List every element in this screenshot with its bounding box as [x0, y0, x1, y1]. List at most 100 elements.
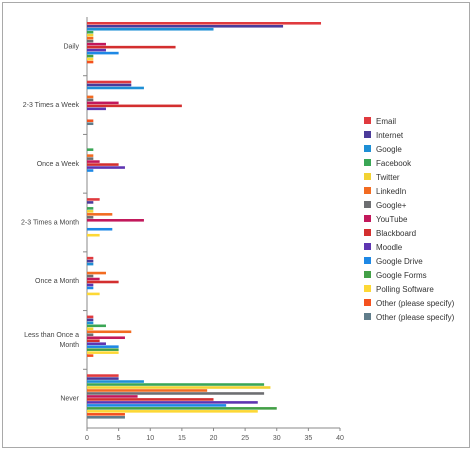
bar-google-daily — [87, 28, 214, 31]
bar-facebook-2-3-times-a-month — [87, 207, 93, 210]
legend-swatch-other-please-specify — [364, 313, 371, 320]
bar-blackboard-2-3-times-a-week — [87, 105, 182, 108]
category-label-never: Never — [60, 396, 79, 403]
bar-linkedin-never — [87, 389, 207, 392]
x-tick-label: 0 — [85, 435, 89, 442]
legend-label-email: Email — [376, 117, 396, 126]
bar-twitter-2-3-times-a-month — [87, 210, 93, 213]
bar-email-2-3-times-a-month — [87, 198, 100, 201]
bar-blackboard-daily — [87, 46, 176, 49]
bar-twitter-less-than-once-a-month — [87, 327, 93, 330]
bar-polling-software-less-than-once-a-month — [87, 351, 119, 354]
legend-swatch-youtube — [364, 215, 371, 222]
bar-other-please-specify-2-3-times-a-week — [87, 122, 93, 125]
category-label-once-a-month: Once a Month — [35, 278, 79, 285]
legend-swatch-facebook — [364, 159, 371, 166]
legend-label-google-forms: Google Forms — [376, 271, 427, 280]
bar-youtube-less-than-once-a-month — [87, 336, 125, 339]
category-label-once-a-week: Once a Week — [37, 161, 80, 168]
legend-swatch-google — [364, 201, 371, 208]
legend-label-other-please-specify: Other (please specify) — [376, 299, 455, 308]
legend-label-linkedin: LinkedIn — [376, 187, 406, 196]
bar-blackboard-once-a-month — [87, 281, 119, 284]
legend-label-google-drive: Google Drive — [376, 257, 423, 266]
bar-email-never — [87, 374, 119, 377]
bar-youtube-once-a-week — [87, 160, 100, 163]
legend-label-google: Google+ — [376, 201, 407, 210]
bar-google-drive-less-than-once-a-month — [87, 345, 119, 348]
bar-linkedin-less-than-once-a-month — [87, 330, 131, 333]
bar-moodle-never — [87, 401, 258, 404]
bar-google-never — [87, 380, 144, 383]
x-tick-label: 25 — [241, 435, 249, 442]
legend-label-twitter: Twitter — [376, 173, 400, 182]
legend-swatch-google-forms — [364, 271, 371, 278]
bar-polling-software-once-a-month — [87, 293, 100, 296]
bar-linkedin-daily — [87, 37, 93, 40]
bar-facebook-less-than-once-a-month — [87, 325, 106, 328]
x-tick-label: 40 — [336, 435, 344, 442]
bar-moodle-once-a-week — [87, 166, 125, 169]
bar-internet-daily — [87, 25, 283, 28]
bar-internet-never — [87, 377, 119, 380]
x-tick-label: 10 — [146, 435, 154, 442]
bar-youtube-2-3-times-a-month — [87, 219, 144, 222]
bar-google-2-3-times-a-week — [87, 87, 144, 90]
bar-youtube-never — [87, 395, 138, 398]
bar-linkedin-2-3-times-a-month — [87, 213, 112, 216]
bar-moodle-daily — [87, 49, 106, 52]
legend-swatch-google — [364, 145, 371, 152]
bar-internet-less-than-once-a-month — [87, 319, 93, 322]
bar-google-forms-never — [87, 407, 277, 410]
bar-internet-2-3-times-a-month — [87, 201, 93, 204]
bar-google-2-3-times-a-month — [87, 216, 93, 219]
bar-blackboard-less-than-once-a-month — [87, 339, 100, 342]
bar-google-once-a-month — [87, 275, 93, 278]
bar-google-less-than-once-a-month — [87, 322, 93, 325]
bar-google-forms-daily — [87, 55, 93, 58]
bar-google-never — [87, 392, 264, 395]
bar-email-daily — [87, 22, 321, 25]
bar-polling-software-never — [87, 410, 258, 413]
bar-google-once-a-month — [87, 263, 93, 266]
bar-google-drive-once-a-week — [87, 169, 93, 172]
bar-youtube-2-3-times-a-week — [87, 102, 119, 105]
bar-other-please-specify-less-than-once-a-month — [87, 354, 93, 357]
bar-linkedin-once-a-week — [87, 154, 93, 157]
bar-google-less-than-once-a-month — [87, 333, 93, 336]
x-tick-label: 30 — [273, 435, 281, 442]
legend-swatch-internet — [364, 131, 371, 138]
bar-email-2-3-times-a-week — [87, 81, 131, 84]
legend-swatch-polling-software — [364, 285, 371, 292]
legend-swatch-linkedin — [364, 187, 371, 194]
legend-label-youtube: YouTube — [376, 215, 408, 224]
x-tick-label: 35 — [304, 435, 312, 442]
bar-internet-once-a-month — [87, 260, 93, 263]
bar-polling-software-2-3-times-a-month — [87, 234, 100, 237]
grouped-horizontal-bar-chart: Daily 2-3 Times a Week Once a Week 2-3 Time… — [3, 3, 471, 449]
bar-linkedin-once-a-month — [87, 272, 106, 275]
bar-polling-software-daily — [87, 58, 93, 61]
legend-label-blackboard: Blackboard — [376, 229, 416, 238]
bar-twitter-never — [87, 386, 270, 389]
legend-swatch-email — [364, 117, 371, 124]
bar-blackboard-never — [87, 398, 214, 401]
chart-frame: Daily 2-3 Times a Week Once a Week 2-3 Time… — [2, 2, 470, 448]
legend-swatch-blackboard — [364, 229, 371, 236]
bar-facebook-once-a-week — [87, 148, 93, 151]
bar-google-daily — [87, 40, 93, 43]
bar-google-drive-daily — [87, 52, 119, 55]
bar-youtube-once-a-month — [87, 278, 100, 281]
bar-email-less-than-once-a-month — [87, 316, 93, 319]
bar-moodle-once-a-month — [87, 284, 93, 287]
x-tick-label: 20 — [210, 435, 218, 442]
bar-google-2-3-times-a-week — [87, 99, 93, 102]
category-label-2-3-times-a-month: 2-3 Times a Month — [21, 220, 79, 227]
legend-label-internet: Internet — [376, 131, 404, 140]
bar-google-drive-once-a-month — [87, 287, 93, 290]
bar-other-please-specify-daily — [87, 61, 93, 64]
legend-label-google: Google — [376, 145, 402, 154]
bar-internet-2-3-times-a-week — [87, 84, 131, 87]
bar-moodle-less-than-once-a-month — [87, 342, 106, 345]
bar-google-drive-2-3-times-a-month — [87, 228, 112, 231]
